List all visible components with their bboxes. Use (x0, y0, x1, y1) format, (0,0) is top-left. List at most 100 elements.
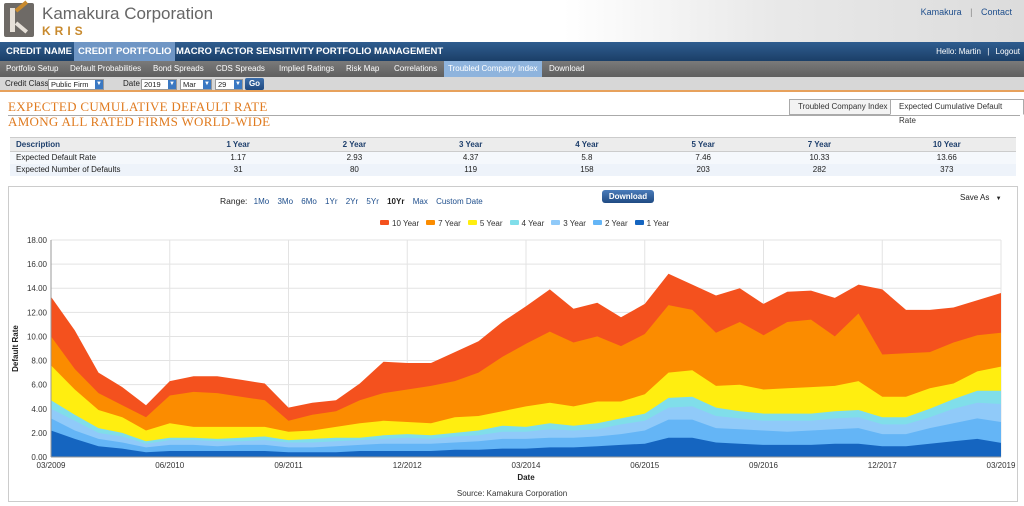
legend-item[interactable]: 2 Year (592, 219, 628, 228)
user-greeting: Hello: Martin (936, 47, 981, 56)
table-cell: 4.37 (412, 151, 529, 164)
table-cell: 2.93 (296, 151, 413, 164)
credit-class-select[interactable]: Public Firm ▼ (48, 79, 104, 90)
page-title-line1: EXPECTED CUMULATIVE DEFAULT RATE (8, 99, 268, 114)
year-value: 2019 (144, 80, 161, 89)
sub-nav-risk-map[interactable]: Risk Map (346, 64, 380, 73)
go-button[interactable]: Go (245, 78, 264, 90)
filter-bar: Credit Class Public Firm ▼ Date 2019 ▼ M… (0, 77, 1024, 92)
x-tick-label: 06/2015 (630, 461, 659, 470)
range-2yr[interactable]: 2Yr (345, 197, 359, 206)
credit-class-value: Public Firm (51, 80, 89, 89)
sub-nav-default-probabilities[interactable]: Default Probabilities (70, 64, 142, 73)
sub-nav-portfolio-setup[interactable]: Portfolio Setup (6, 64, 59, 73)
table-cell: 5.8 (528, 151, 646, 164)
contact-link[interactable]: Contact (980, 7, 1012, 17)
date-label: Date (123, 79, 140, 88)
table-cell: 282 (761, 163, 878, 176)
legend-label: 2 Year (604, 219, 628, 228)
y-axis-title: Default Rate (11, 325, 20, 372)
legend-item[interactable]: 7 Year (426, 219, 461, 228)
chart-area: 0.00 2.00 4.00 6.00 8.00 10.00 12.00 14.00 16.00… (11, 236, 1016, 482)
month-select[interactable]: Mar ▼ (180, 79, 212, 90)
range-3mo[interactable]: 3Mo (277, 197, 294, 206)
legend-item[interactable]: 4 Year (509, 219, 544, 228)
tab-expected-cumulative-default-rate[interactable]: Expected Cumulative Default Rate (890, 99, 1024, 125)
x-axis-title: Date (517, 473, 535, 482)
table-cell: 80 (296, 163, 413, 176)
range-label: Range: (220, 196, 248, 206)
y-tick-label: 18.00 (27, 236, 48, 245)
range-10yr[interactable]: 10Yr (387, 197, 405, 206)
x-tick-label: 03/2019 (987, 461, 1016, 470)
chevron-down-icon: ▼ (168, 80, 176, 89)
sub-nav-cds-spreads[interactable]: CDS Spreads (216, 64, 265, 73)
y-tick-label: 4.00 (31, 405, 47, 414)
range-1mo[interactable]: 1Mo (253, 197, 270, 206)
x-tick-label: 09/2016 (749, 461, 778, 470)
main-nav-macro-factor-sensitivity[interactable]: MACRO FACTOR SENSITIVITY (176, 46, 315, 57)
legend-item[interactable]: 3 Year (551, 219, 586, 228)
brand-subtitle: KRIS (42, 24, 87, 38)
legend-swatch (509, 220, 519, 225)
x-tick-label: 12/2012 (393, 461, 422, 470)
legend-swatch (634, 220, 644, 225)
table-cell: Expected Default Rate (10, 151, 180, 164)
table-row: Expected Default Rate 1.17 2.93 4.37 5.8… (10, 151, 1016, 164)
download-button[interactable]: Download (602, 190, 654, 203)
legend-item[interactable]: 1 Year (634, 219, 670, 228)
range-5yr[interactable]: 5Yr (366, 197, 379, 206)
legend-swatch (551, 220, 561, 225)
legend-label: 5 Year (479, 219, 503, 228)
main-nav-portfolio-management[interactable]: PORTFOLIO MANAGEMENT (316, 46, 444, 57)
range-1yr[interactable]: 1Yr (325, 197, 338, 206)
sub-nav-download[interactable]: Download (549, 64, 585, 73)
logout-link[interactable]: Logout (995, 47, 1020, 56)
tab-troubled-company-index[interactable]: Troubled Company Index (789, 99, 897, 115)
range-6mo[interactable]: 6Mo (301, 197, 317, 206)
year-select[interactable]: 2019 ▼ (141, 79, 177, 90)
range-selector: Range: 1Mo 3Mo 6Mo 1Yr 2Yr 5Yr 10Yr Max … (220, 196, 489, 206)
range-custom-date[interactable]: Custom Date (436, 197, 483, 206)
link-separator: | (970, 7, 973, 17)
table-cell: 158 (528, 163, 646, 176)
sub-nav-troubled-company-index[interactable]: Troubled Company Index (444, 61, 542, 77)
legend-swatch (426, 220, 436, 225)
top-links: Kamakura | Contact (921, 7, 1012, 17)
chart-legend: 10 Year 7 Year 5 Year 4 Year 3 Year 2 Year 1 Y… (380, 219, 676, 228)
legend-swatch (467, 220, 477, 225)
day-value: 29 (218, 80, 227, 89)
y-tick-label: 0.00 (31, 453, 47, 462)
main-nav-credit-name[interactable]: CREDIT NAME (6, 46, 72, 57)
sub-nav-bond-spreads[interactable]: Bond Spreads (153, 64, 204, 73)
legend-item[interactable]: 10 Year (380, 219, 419, 228)
page-title-line2: AMONG ALL RATED FIRMS WORLD-WIDE (8, 114, 271, 129)
table-cell: 7.46 (645, 151, 762, 164)
range-max[interactable]: Max (412, 197, 428, 206)
area-1-year (51, 430, 1001, 457)
table-header: Description (10, 137, 180, 152)
legend-label: 3 Year (563, 219, 586, 228)
table-cell: 203 (645, 163, 762, 176)
y-tick-label: 6.00 (31, 381, 47, 390)
kamakura-link[interactable]: Kamakura (920, 7, 962, 17)
table-row: Expected Number of Defaults 31 80 119 15… (10, 163, 1016, 176)
save-as-menu[interactable]: Save As ▼ (960, 193, 1002, 202)
table-header: 4 Year (528, 137, 646, 152)
table-cell: 10.33 (761, 151, 878, 164)
day-select[interactable]: 29 ▼ (215, 79, 243, 90)
table-cell: 13.66 (877, 151, 1016, 164)
x-tick-label: 03/2014 (512, 461, 541, 470)
y-tick-label: 8.00 (31, 357, 47, 366)
legend-label: 1 Year (646, 219, 670, 228)
table-cell: 1.17 (180, 151, 297, 164)
legend-item[interactable]: 5 Year (467, 219, 503, 228)
main-nav-credit-portfolio[interactable]: CREDIT PORTFOLIO (74, 42, 176, 61)
table-header: 2 Year (296, 137, 413, 152)
sub-nav-implied-ratings[interactable]: Implied Ratings (279, 64, 335, 73)
table-cell: Expected Number of Defaults (10, 163, 180, 176)
sub-nav-correlations[interactable]: Correlations (394, 64, 438, 73)
x-tick-label: 06/2010 (155, 461, 184, 470)
user-separator: | (987, 47, 990, 56)
save-as-label: Save As (960, 193, 990, 202)
